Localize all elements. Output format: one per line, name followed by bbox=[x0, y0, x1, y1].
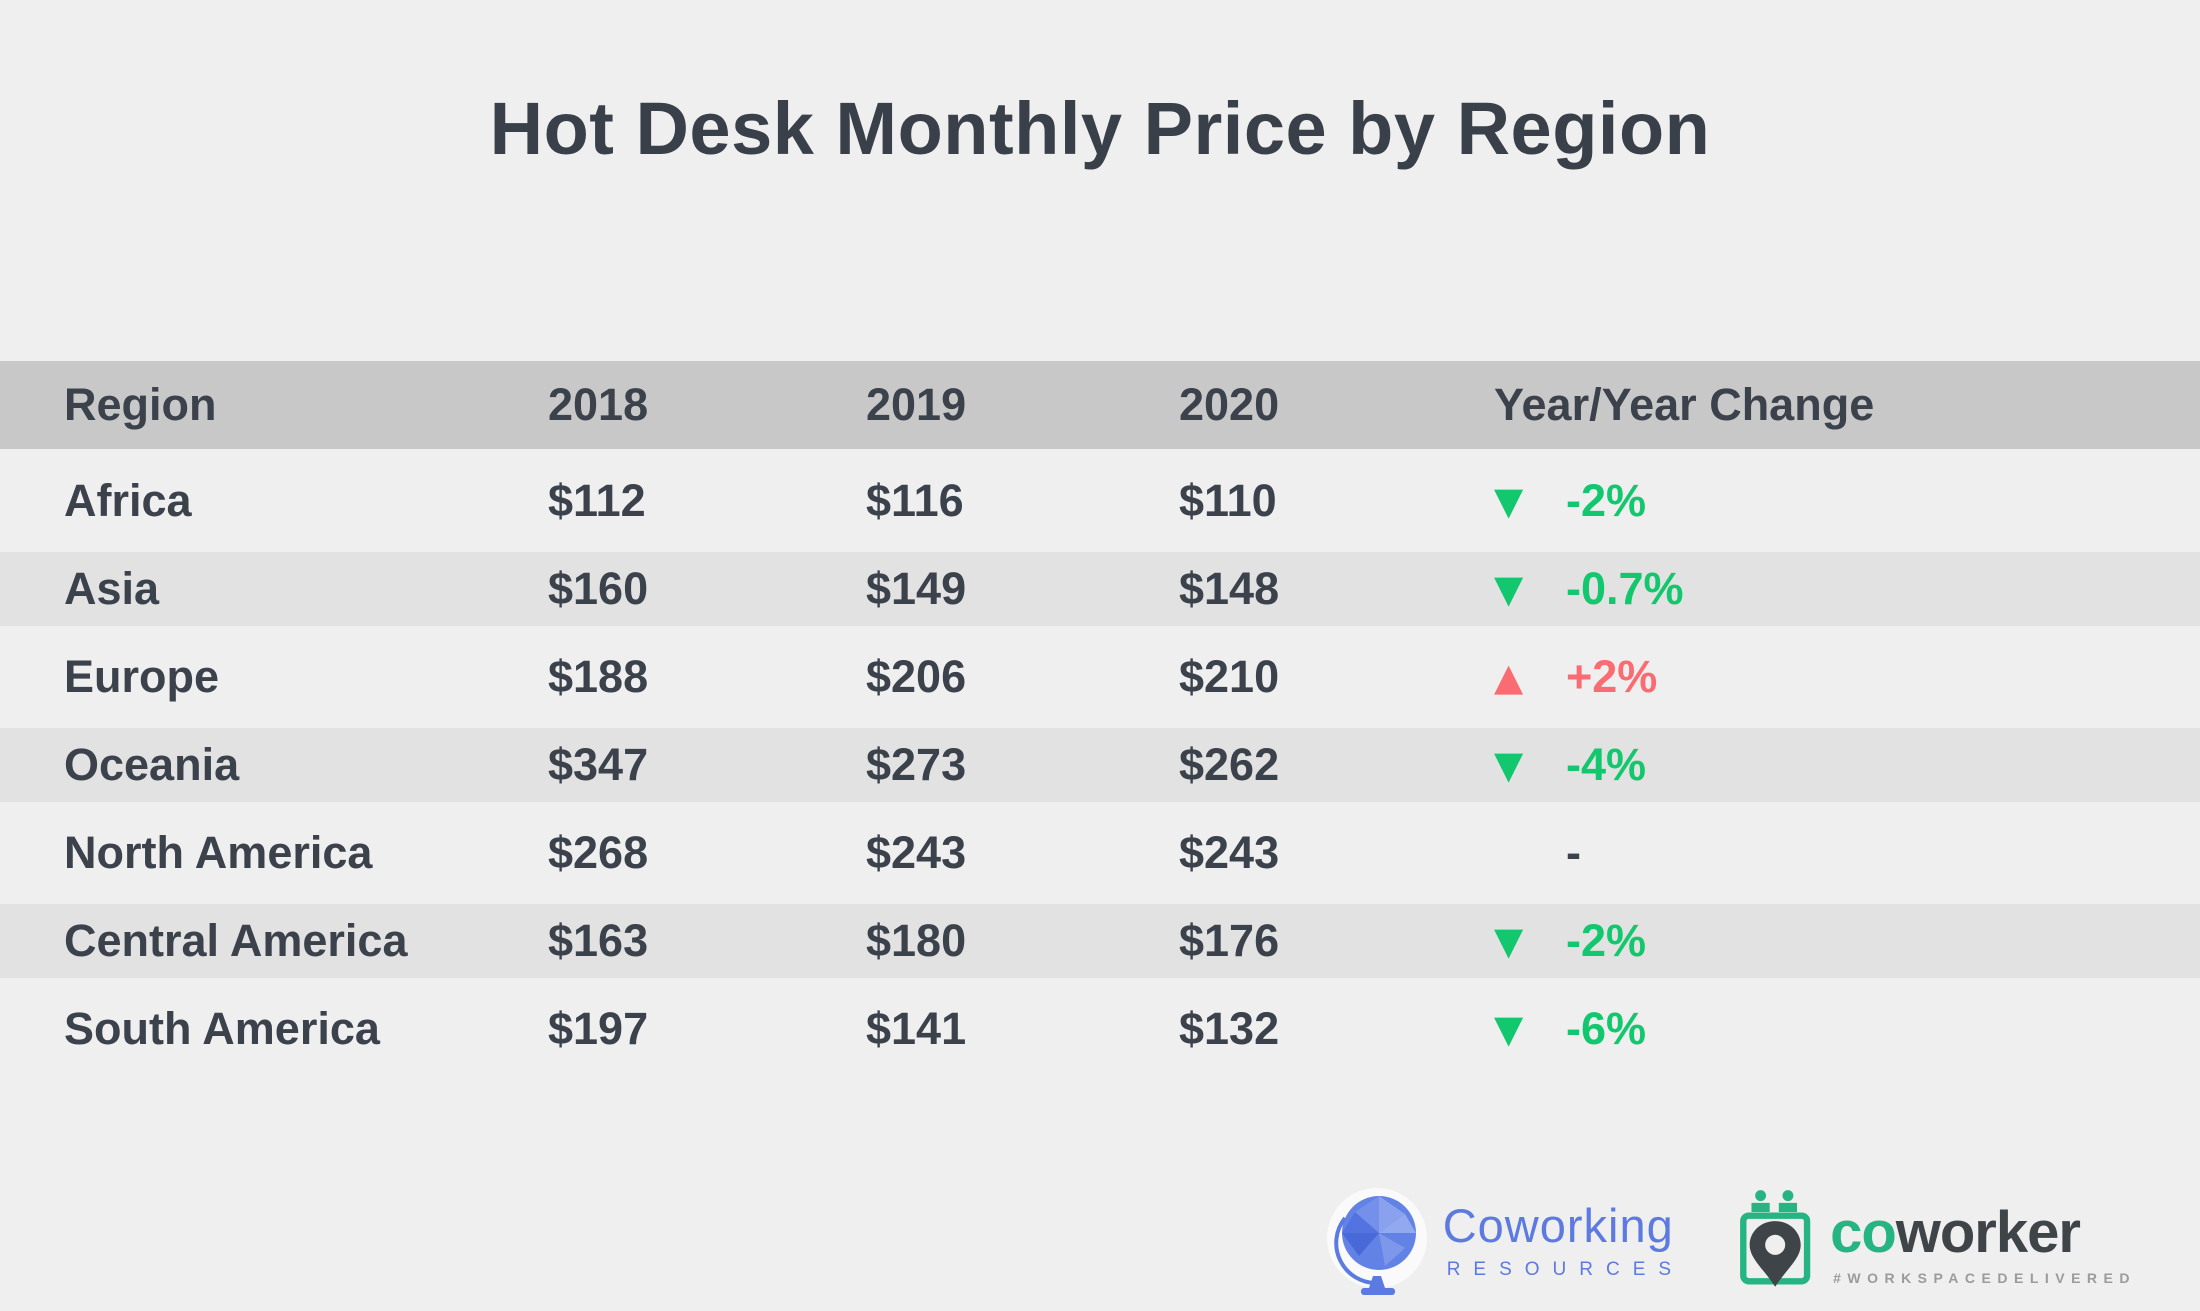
price-2019-cell: $273 bbox=[866, 739, 967, 790]
page-title: Hot Desk Monthly Price by Region bbox=[489, 87, 1711, 170]
change-label: -2% bbox=[1566, 475, 1647, 526]
column-header-2019: 2019 bbox=[866, 379, 967, 430]
price-2018-cell: $347 bbox=[548, 739, 649, 790]
change-cell: ▲ +2% bbox=[1494, 651, 2200, 703]
price-2018-cell: $197 bbox=[548, 1003, 649, 1054]
change-label: -4% bbox=[1566, 739, 1647, 790]
coworker-logo: coworker #WORKSPACEDELIVERED bbox=[1736, 1188, 2136, 1303]
price-2018-cell: $163 bbox=[548, 915, 649, 966]
table-row: North America $268 $243 $243 - bbox=[0, 809, 2200, 897]
change-cell: ▼ -0.7% bbox=[1494, 563, 2200, 615]
change-label: - bbox=[1566, 827, 1581, 878]
column-header-change: Year/Year Change bbox=[1494, 379, 1875, 430]
trend-down-icon: ▼ bbox=[1494, 567, 1524, 611]
region-cell: Europe bbox=[64, 651, 220, 702]
table-row: Asia $160 $149 $148 ▼ -0.7% bbox=[0, 545, 2200, 633]
change-cell: ▼ -4% bbox=[1494, 739, 2200, 791]
column-header-2018: 2018 bbox=[548, 379, 649, 430]
region-cell: Asia bbox=[64, 563, 160, 614]
trend-down-icon: ▼ bbox=[1494, 1007, 1524, 1051]
region-cell: North America bbox=[64, 827, 373, 878]
region-cell: South America bbox=[64, 1003, 380, 1054]
price-2019-cell: $206 bbox=[866, 651, 967, 702]
price-2019-cell: $243 bbox=[866, 827, 967, 878]
price-2020-cell: $132 bbox=[1179, 1003, 1280, 1054]
change-label: -0.7% bbox=[1566, 563, 1684, 614]
price-2020-cell: $110 bbox=[1179, 475, 1277, 526]
price-2020-cell: $176 bbox=[1179, 915, 1280, 966]
coworker-tagline: #WORKSPACEDELIVERED bbox=[1833, 1270, 2136, 1286]
region-cell: Africa bbox=[64, 475, 192, 526]
price-2020-cell: $210 bbox=[1179, 651, 1280, 702]
trend-down-icon: ▼ bbox=[1494, 743, 1524, 787]
price-2019-cell: $180 bbox=[866, 915, 967, 966]
trend-up-icon: ▲ bbox=[1494, 655, 1524, 699]
footer-logos: Coworking RESOURCES coworker #WORKSPACED… bbox=[1325, 1188, 2136, 1303]
coworker-name: coworker bbox=[1830, 1200, 2081, 1265]
change-cell: ▼ -2% bbox=[1494, 475, 2200, 527]
price-2019-cell: $149 bbox=[866, 563, 967, 614]
coworking-resources-subtitle: RESOURCES bbox=[1446, 1259, 1685, 1280]
price-2019-cell: $141 bbox=[866, 1003, 967, 1054]
price-2019-cell: $116 bbox=[866, 475, 964, 526]
change-cell: ▼ -2% bbox=[1494, 915, 2200, 967]
column-header-region: Region bbox=[64, 379, 217, 430]
change-label: -2% bbox=[1566, 915, 1647, 966]
price-2020-cell: $148 bbox=[1179, 563, 1280, 614]
change-label: -6% bbox=[1566, 1003, 1647, 1054]
region-cell: Oceania bbox=[64, 739, 240, 790]
trend-down-icon: ▼ bbox=[1494, 479, 1524, 523]
coworker-pin-icon bbox=[1736, 1188, 1818, 1303]
trend-down-icon: ▼ bbox=[1494, 919, 1524, 963]
table-body: Africa $112 $116 $110 ▼ -2% Asia $160 $1… bbox=[0, 457, 2200, 1073]
table-row: South America $197 $141 $132 ▼ -6% bbox=[0, 985, 2200, 1073]
table-row: Oceania $347 $273 $262 ▼ -4% bbox=[0, 721, 2200, 809]
people-icon bbox=[1751, 1190, 1798, 1213]
change-cell: ▼ -6% bbox=[1494, 1003, 2200, 1055]
price-2018-cell: $268 bbox=[548, 827, 649, 878]
column-header-2020: 2020 bbox=[1179, 379, 1280, 430]
change-cell: - bbox=[1494, 827, 2200, 879]
table-row: Europe $188 $206 $210 ▲ +2% bbox=[0, 633, 2200, 721]
table-row: Africa $112 $116 $110 ▼ -2% bbox=[0, 457, 2200, 545]
coworking-resources-name: Coworking bbox=[1442, 1199, 1674, 1252]
change-label: +2% bbox=[1566, 651, 1658, 702]
table-row: Central America $163 $180 $176 ▼ -2% bbox=[0, 897, 2200, 985]
coworking-resources-logo: Coworking RESOURCES bbox=[1325, 1188, 1684, 1301]
price-2018-cell: $112 bbox=[548, 475, 646, 526]
price-2018-cell: $188 bbox=[548, 651, 649, 702]
region-cell: Central America bbox=[64, 915, 408, 966]
price-2020-cell: $262 bbox=[1179, 739, 1280, 790]
table-header-row: Region 2018 2019 2020 Year/Year Change bbox=[0, 361, 2200, 449]
price-2018-cell: $160 bbox=[548, 563, 649, 614]
globe-icon bbox=[1325, 1188, 1429, 1301]
price-table: Region 2018 2019 2020 Year/Year Change A… bbox=[0, 361, 2200, 1073]
price-2020-cell: $243 bbox=[1179, 827, 1280, 878]
